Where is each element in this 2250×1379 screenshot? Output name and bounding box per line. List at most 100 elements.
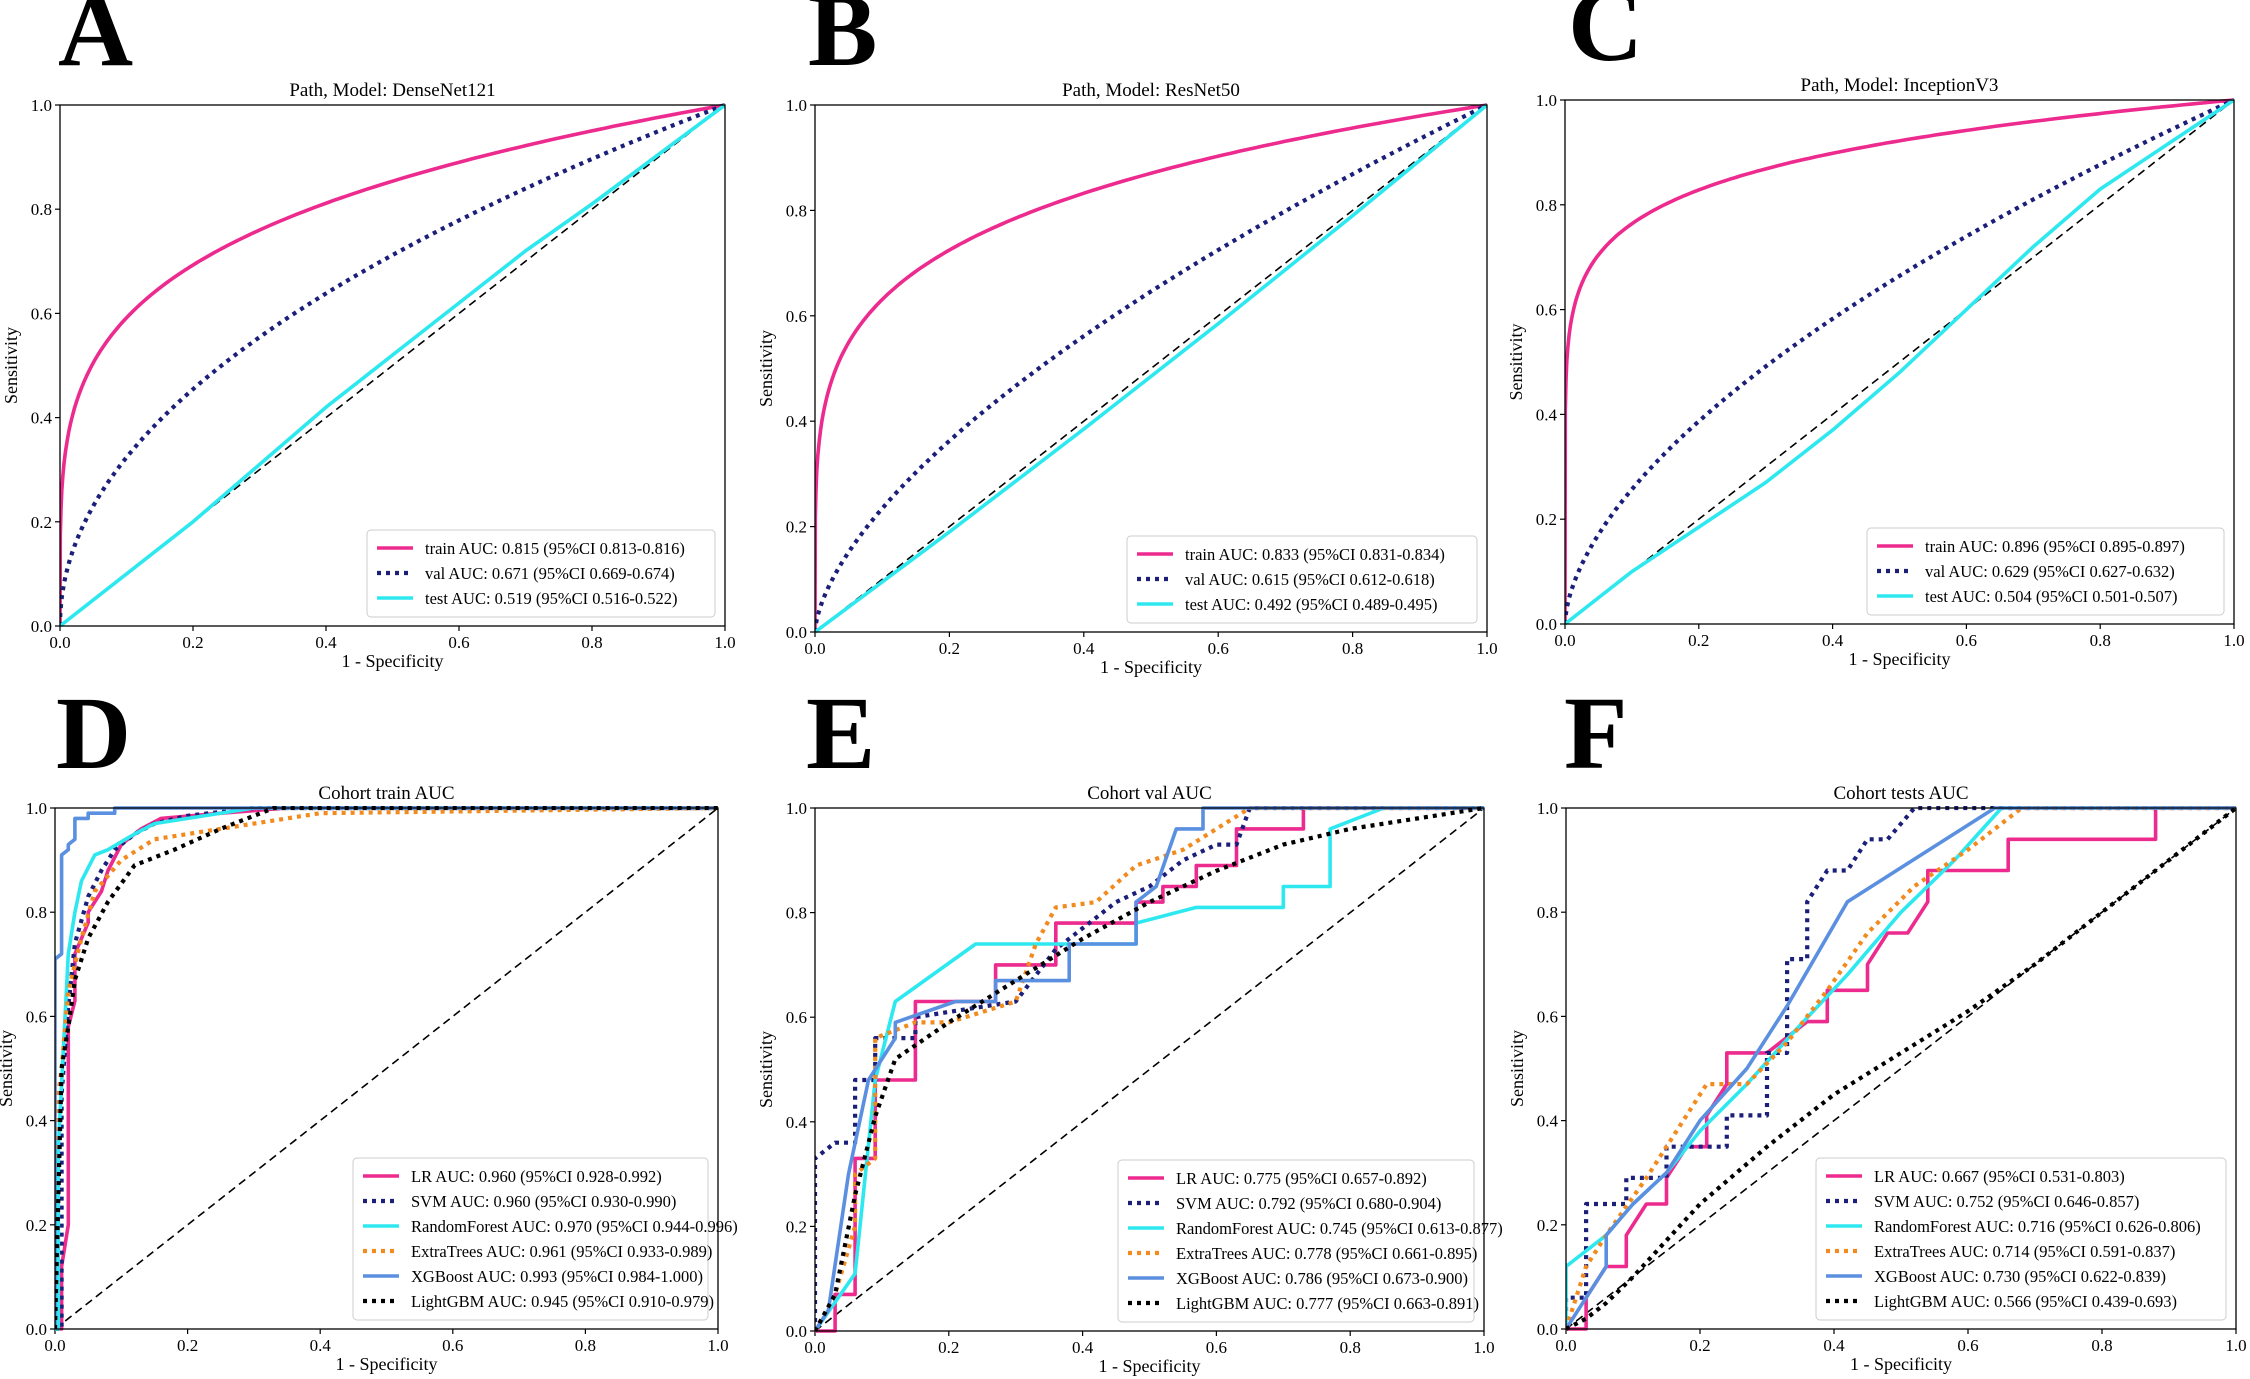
legend-box [366,529,716,618]
x-axis-label: 1 - Specificity [342,651,444,671]
y-tick-label: 0.0 [1536,615,1557,634]
x-tick-label: 0.4 [310,1336,332,1355]
legend-label: RandomForest AUC: 0.970 (95%CI 0.944-0.9… [411,1217,738,1236]
x-tick-label: 0.0 [804,1338,825,1357]
y-axis-label: Sensitivity [1,327,21,404]
x-tick-label: 0.4 [315,633,337,652]
y-tick-label: 0.6 [1537,1007,1558,1026]
x-tick-label: 0.6 [442,1336,463,1355]
legend: train AUC: 0.833 (95%CI 0.831-0.834) val … [1126,535,1478,624]
chance-line [60,104,725,627]
plot-area [60,103,725,628]
legend-label: train AUC: 0.815 (95%CI 0.813-0.816) [425,539,685,558]
panel-c: C Path, Model: InceptionV3 0.0 0.2 0.4 0.6 0.8… [1506,0,2245,669]
x-tick-label: 1.0 [714,633,735,652]
y-tick-label: 0.8 [26,903,47,922]
chance-line [1565,99,2234,625]
plot-area [1565,98,2234,626]
legend-label: test AUC: 0.504 (95%CI 0.501-0.507) [1925,587,2178,606]
x-axis-label: 1 - Specificity [1850,1354,1952,1374]
legend-label: ExtraTrees AUC: 0.714 (95%CI 0.591-0.837… [1874,1242,2175,1261]
roc-curve [1566,806,2236,1331]
legend-label: SVM AUC: 0.792 (95%CI 0.680-0.904) [1176,1194,1441,1213]
y-tick-label: 0.6 [786,1008,807,1027]
plot-area [55,806,718,1331]
panel-letter: D [56,676,131,791]
y-tick-label: 0.4 [26,1112,48,1131]
chart-title: Cohort train AUC [318,783,454,804]
legend-label: RandomForest AUC: 0.716 (95%CI 0.626-0.8… [1874,1217,2201,1236]
y-tick-label: 0.8 [786,904,807,923]
x-tick-label: 0.4 [1822,631,1844,650]
x-tick-label: 0.8 [1340,1338,1361,1357]
x-tick-label: 0.6 [1957,1336,1978,1355]
chance-line [1566,807,2236,1330]
chance-line [815,807,1484,1332]
x-tick-label: 1.0 [1476,639,1497,658]
panel-letter: B [808,0,877,88]
x-tick-label: 1.0 [2223,631,2244,650]
y-tick-label: 0.0 [31,617,52,636]
y-tick-label: 0.8 [786,201,807,220]
legend-label: SVM AUC: 0.752 (95%CI 0.646-0.857) [1874,1192,2139,1211]
x-axis-label: 1 - Specificity [1099,1356,1201,1376]
chart-title: Cohort val AUC [1087,783,1212,804]
x-tick-label: 0.2 [1688,631,1709,650]
panel-letter: E [806,676,875,791]
legend-label: XGBoost AUC: 0.993 (95%CI 0.984-1.000) [411,1267,703,1286]
y-tick-label: 1.0 [26,799,47,818]
x-tick-label: 0.0 [1555,1336,1576,1355]
x-tick-label: 0.0 [1554,631,1575,650]
roc-curve [815,103,1487,633]
x-tick-label: 0.8 [1342,639,1363,658]
y-tick-label: 0.2 [1536,510,1557,529]
legend-label: val AUC: 0.671 (95%CI 0.669-0.674) [425,564,675,583]
legend-label: LR AUC: 0.775 (95%CI 0.657-0.892) [1176,1169,1427,1188]
y-tick-label: 0.4 [1536,405,1558,424]
y-tick-label: 1.0 [1536,91,1557,110]
roc-curve [55,806,718,1329]
y-tick-label: 1.0 [31,96,52,115]
legend-label: train AUC: 0.833 (95%CI 0.831-0.834) [1185,545,1445,564]
legend-label: LightGBM AUC: 0.777 (95%CI 0.663-0.891) [1176,1294,1479,1313]
x-tick-label: 0.4 [1072,1338,1094,1357]
roc-curve [1566,806,2236,1330]
x-tick-label: 0.2 [938,1338,959,1357]
legend-label: LR AUC: 0.960 (95%CI 0.928-0.992) [411,1167,662,1186]
legend-label: LR AUC: 0.667 (95%CI 0.531-0.803) [1874,1167,2125,1186]
legend-label: ExtraTrees AUC: 0.961 (95%CI 0.933-0.989… [411,1242,712,1261]
legend-label: LightGBM AUC: 0.566 (95%CI 0.439-0.693) [1874,1292,2177,1311]
y-axis-label: Sensitivity [1506,323,1526,400]
legend-label: ExtraTrees AUC: 0.778 (95%CI 0.661-0.895… [1176,1244,1477,1263]
x-tick-label: 0.8 [2091,1336,2112,1355]
y-axis-label: Sensitivity [1507,1030,1527,1107]
y-tick-label: 0.0 [786,1322,807,1341]
legend-label: RandomForest AUC: 0.745 (95%CI 0.613-0.8… [1176,1219,1503,1238]
y-tick-label: 0.4 [1537,1112,1559,1131]
x-tick-label: 0.6 [1208,639,1229,658]
plot-area [815,806,1484,1333]
legend-label: val AUC: 0.615 (95%CI 0.612-0.618) [1185,570,1435,589]
plot-frame [814,807,1485,1332]
x-tick-label: 0.8 [2090,631,2111,650]
roc-curve [815,806,1484,1333]
x-tick-label: 0.2 [1689,1336,1710,1355]
roc-curve [60,103,725,627]
legend-label: val AUC: 0.629 (95%CI 0.627-0.632) [1925,562,2175,581]
roc-curve [1565,98,2234,625]
panel-e: E Cohort val AUC 0.0 0.2 0.4 0.6 0.8 1.0 0.0 0.2 0… [756,676,1503,1376]
x-tick-label: 0.4 [1073,639,1095,658]
plot-frame [59,104,726,627]
x-tick-label: 1.0 [2225,1336,2246,1355]
panel-b: B Path, Model: ResNet50 0.0 0.2 0.4 0.6 0.8 1.0… [756,0,1498,677]
y-tick-label: 0.8 [1537,903,1558,922]
chart-title: Path, Model: ResNet50 [1062,80,1240,101]
y-tick-label: 0.2 [26,1216,47,1235]
x-tick-label: 0.0 [804,639,825,658]
y-tick-label: 0.4 [31,409,53,428]
x-tick-label: 1.0 [1473,1338,1494,1357]
chart-title: Path, Model: DenseNet121 [289,80,495,101]
legend-label: test AUC: 0.492 (95%CI 0.489-0.495) [1185,595,1438,614]
panel-d: D Cohort train AUC 0.0 0.2 0.4 0.6 0.8 1.0 0.0 0.… [0,676,738,1374]
y-tick-label: 0.6 [1536,301,1557,320]
